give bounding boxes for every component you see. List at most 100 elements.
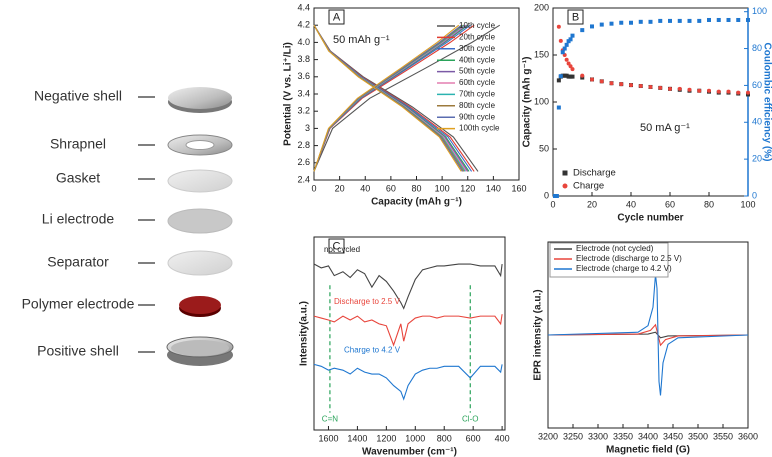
data-point [599,79,604,84]
x-tick-label: 3200 [538,431,558,441]
data-point [687,87,692,92]
x-tick-label: 160 [511,183,526,193]
x-tick-label: 800 [437,433,452,443]
y-tick-label: 3.6 [297,71,310,81]
legend-swatch [562,170,568,176]
x-tick-label: 40 [360,183,370,193]
y-tick-label: 3.4 [297,88,310,98]
x-tick-label: 3250 [563,431,583,441]
legend-label: 100th cycle [459,124,500,133]
data-point [697,88,702,93]
legend-label: Discharge [573,168,616,179]
x-tick-label: 3550 [713,431,733,441]
y-tick-label: 0 [544,190,549,200]
x-tick-label: 120 [460,183,475,193]
y-tick-label: 150 [534,49,549,59]
y2-tick-label: 60 [752,80,762,90]
y-axis-label: Potential (V vs. Li⁺/Li) [283,42,294,146]
x-axis-label: Magnetic field (G) [606,445,690,456]
reference-label: Cl-O [462,414,478,423]
x-tick-label: 60 [386,183,396,193]
x-tick-label: 1200 [376,433,396,443]
component-label: Shrapnel [50,136,106,152]
component-label: Polymer electrode [22,296,135,312]
y2-tick-label: 100 [752,6,767,16]
cell-diagram: Negative shell Shrapnel Gasket Li electr… [22,87,234,366]
data-point [638,84,643,89]
y-tick-label: 100 [534,96,549,106]
component-label: Li electrode [42,211,115,227]
data-point [707,88,711,93]
y-tick-label: 200 [534,2,549,12]
legend-label: Electrode (charge to 4.2 V) [576,264,672,273]
series-line [547,323,749,347]
data-point [716,17,721,22]
data-point [619,82,624,87]
x-tick-label: 100 [435,183,450,193]
x-tick-label: 100 [740,199,755,209]
panel-label-box [328,238,345,254]
x-tick-label: 20 [335,183,345,193]
legend-label: 80th cycle [459,101,496,110]
x-tick-label: 3600 [738,431,758,441]
x-tick-label: 40 [626,199,636,209]
data-point [609,21,614,26]
data-point [558,38,563,43]
x-axis-label: Wavenumber (cm⁻¹) [362,447,457,457]
legend-label: Electrode (discharge to 2.5 V) [576,254,682,263]
series-line [313,24,462,172]
legend-label: 30th cycle [459,44,496,53]
data-point [554,194,559,198]
data-point [746,17,750,22]
data-point [707,17,711,22]
y-tick-label: 3 [305,123,310,133]
y-tick-label: 2.4 [297,174,310,184]
x-tick-label: 0 [311,183,316,193]
data-point [580,73,585,78]
annotation: 50 mA g⁻¹ [640,122,690,134]
component-label: Gasket [56,170,100,186]
y-tick-label: 3.2 [297,106,310,116]
data-point [658,85,663,90]
legend-label: 20th cycle [459,33,496,42]
data-point [556,24,561,29]
x-axis-label: Capacity (mAh g⁻¹) [371,197,462,208]
data-point [560,50,565,55]
legend-label: 60th cycle [459,78,496,87]
data-point [558,74,563,79]
x-tick-label: 20 [587,199,597,209]
y-axis-label: EPR intensity (a.u.) [533,289,544,380]
panel-label: C [333,240,341,252]
data-point [668,18,672,23]
panel-label: B [572,11,579,23]
x-tick-label: 140 [486,183,501,193]
data-point [687,18,692,23]
data-point [736,17,741,22]
data-point [658,18,663,23]
legend-label: 10th cycle [459,21,496,30]
legend-swatch [562,183,568,189]
data-point [562,46,567,51]
data-point [570,67,575,72]
panel-label-box [328,9,345,25]
series-line [313,363,503,401]
data-point [677,18,682,23]
x-tick-label: 80 [704,199,714,209]
x-tick-label: 0 [550,199,555,209]
x-tick-label: 3300 [588,431,608,441]
y2-tick-label: 0 [752,190,757,200]
y-tick-label: 4.2 [297,20,310,30]
data-point [570,74,575,79]
data-point [677,86,682,91]
x-tick-label: 1400 [347,433,367,443]
component-label: Separator [47,254,109,270]
data-point [564,57,569,62]
legend-label: 50th cycle [459,67,496,76]
data-point [629,83,633,88]
y2-tick-label: 20 [752,154,762,164]
data-point [580,28,585,33]
legend-label: Charge [573,181,604,192]
y-tick-label: 3.8 [297,54,310,64]
data-point [736,90,741,95]
